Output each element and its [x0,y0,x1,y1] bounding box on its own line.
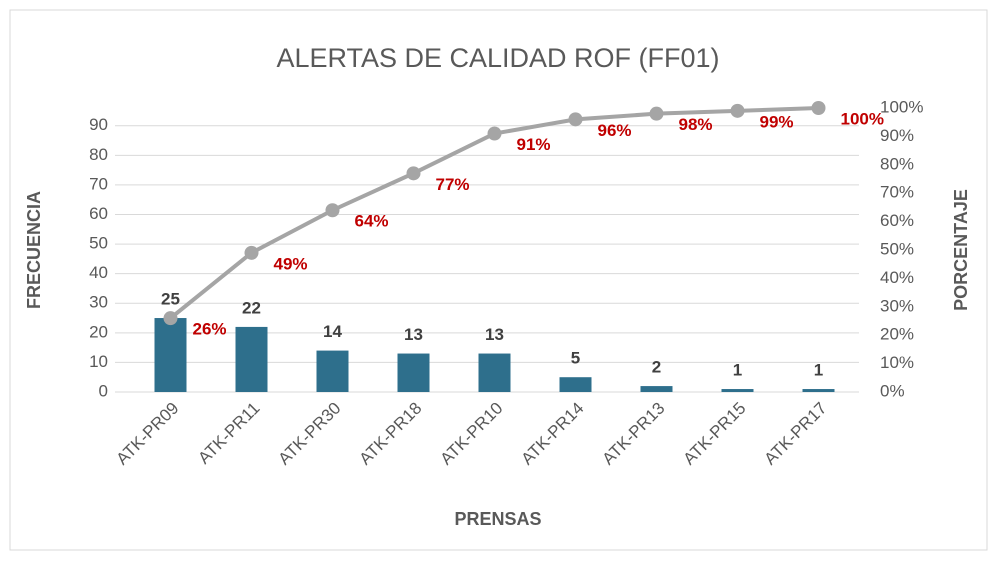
y2-axis-title: PORCENTAJE [951,189,971,311]
y-axis-title: FRECUENCIA [24,191,44,309]
y2-tick-label: 90% [880,126,914,145]
bar-value-label: 25 [161,290,180,309]
bar [802,389,835,392]
bar [235,326,268,392]
bar [478,353,511,392]
line-value-label: 98% [679,115,713,134]
line-value-label: 77% [436,175,470,194]
y2-tick-label: 80% [880,154,914,173]
line-marker [163,311,178,326]
y2-tick-label: 0% [880,381,905,400]
bar-value-label: 1 [733,361,742,380]
bar [154,318,187,392]
bar-value-label: 14 [323,322,342,341]
line-marker [730,103,745,118]
bar [559,377,592,392]
y-tick-label: 20 [89,322,108,341]
line-marker [487,126,502,141]
line-value-label: 100% [841,109,884,128]
bar-value-label: 13 [485,325,504,344]
line-value-label: 26% [193,320,227,339]
line-marker [649,106,664,121]
y-tick-label: 10 [89,352,108,371]
y2-tick-label: 100% [880,97,923,116]
line-marker [325,203,340,218]
chart-frame [9,9,988,551]
line-value-label: 99% [760,112,794,131]
y2-tick-label: 60% [880,211,914,230]
y2-tick-label: 20% [880,325,914,344]
line-marker [811,101,826,115]
y-tick-label: 90 [89,115,108,134]
x-axis-title: PRENSAS [454,509,541,529]
y-tick-label: 40 [89,263,108,282]
y2-tick-label: 50% [880,239,914,258]
bar [640,386,673,392]
bar-value-label: 13 [404,325,423,344]
y-tick-label: 0 [99,381,108,400]
line-value-label: 91% [517,135,551,154]
line-marker [568,112,583,127]
bar-value-label: 5 [571,349,580,368]
bar [721,389,754,392]
y2-tick-label: 70% [880,183,914,202]
line-value-label: 64% [355,212,389,231]
y-tick-label: 70 [89,174,108,193]
line-value-label: 96% [598,121,632,140]
y-tick-label: 80 [89,145,108,164]
y-tick-label: 50 [89,234,108,253]
y-tick-label: 30 [89,293,108,312]
bar [316,350,349,392]
bar-value-label: 22 [242,298,261,317]
line-marker [406,166,421,181]
bar-value-label: 2 [652,358,661,377]
y2-tick-label: 10% [880,353,914,372]
y2-tick-label: 30% [880,296,914,315]
y-tick-label: 60 [89,204,108,223]
y2-tick-label: 40% [880,268,914,287]
bar-value-label: 1 [814,361,823,380]
bar [397,353,430,392]
line-value-label: 49% [274,254,308,273]
line-marker [244,245,259,260]
chart-title: ALERTAS DE CALIDAD ROF (FF01) [276,43,719,73]
